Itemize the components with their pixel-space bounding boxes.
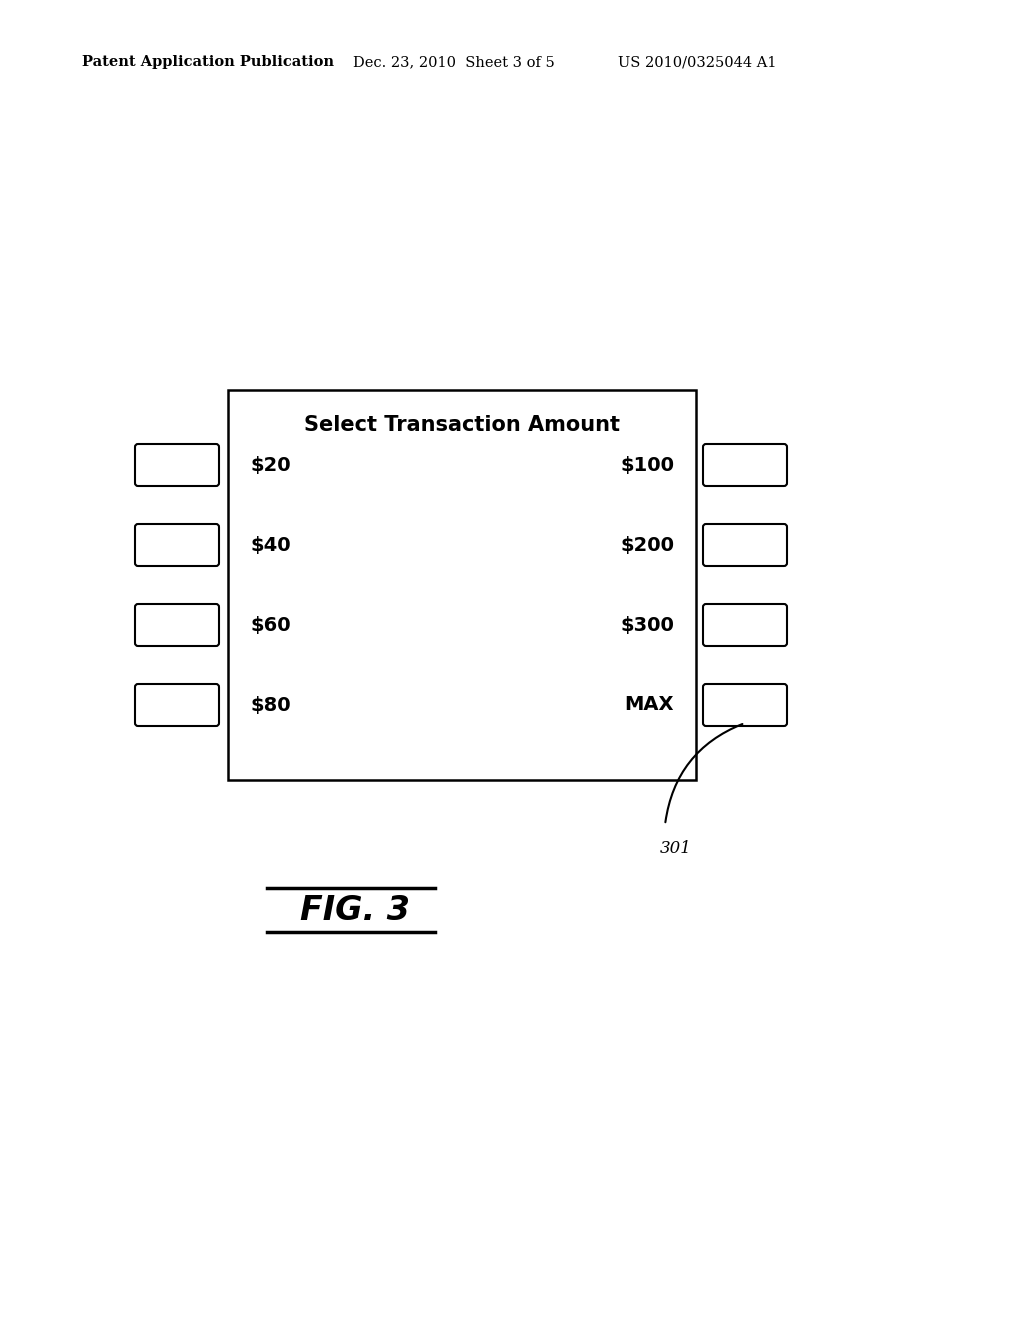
- Text: $200: $200: [620, 536, 674, 554]
- FancyBboxPatch shape: [135, 684, 219, 726]
- FancyBboxPatch shape: [703, 524, 787, 566]
- FancyBboxPatch shape: [703, 605, 787, 645]
- Text: $60: $60: [250, 615, 291, 635]
- Text: US 2010/0325044 A1: US 2010/0325044 A1: [618, 55, 776, 69]
- FancyBboxPatch shape: [135, 444, 219, 486]
- Text: 301: 301: [660, 840, 692, 857]
- Text: $20: $20: [250, 455, 291, 474]
- Bar: [228, 389, 696, 780]
- FancyBboxPatch shape: [703, 444, 787, 486]
- FancyBboxPatch shape: [135, 524, 219, 566]
- Text: MAX: MAX: [625, 696, 674, 714]
- Text: Dec. 23, 2010  Sheet 3 of 5: Dec. 23, 2010 Sheet 3 of 5: [353, 55, 555, 69]
- Text: $300: $300: [621, 615, 674, 635]
- Text: Select Transaction Amount: Select Transaction Amount: [304, 414, 620, 436]
- Text: $80: $80: [250, 696, 291, 714]
- FancyBboxPatch shape: [135, 605, 219, 645]
- Text: Patent Application Publication: Patent Application Publication: [82, 55, 334, 69]
- Text: FIG. 3: FIG. 3: [300, 894, 410, 927]
- Text: $40: $40: [250, 536, 291, 554]
- Text: $100: $100: [620, 455, 674, 474]
- FancyBboxPatch shape: [703, 684, 787, 726]
